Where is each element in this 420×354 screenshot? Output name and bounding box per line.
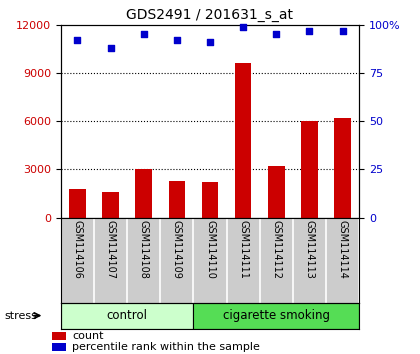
Point [273, 32, 280, 37]
Text: GSM114107: GSM114107 [105, 220, 116, 279]
Bar [301, 121, 318, 218]
Text: cigarette smoking: cigarette smoking [223, 309, 330, 322]
Text: control: control [107, 309, 148, 322]
Point [306, 28, 313, 33]
Text: GSM114111: GSM114111 [238, 220, 248, 279]
Text: GSM114112: GSM114112 [271, 220, 281, 279]
Bar [202, 182, 218, 218]
Point [207, 39, 213, 45]
Bar [168, 181, 185, 218]
Bar [69, 189, 86, 218]
Text: percentile rank within the sample: percentile rank within the sample [72, 342, 260, 352]
Point [140, 32, 147, 37]
Bar [102, 192, 119, 218]
Point [107, 45, 114, 51]
Bar [334, 118, 351, 218]
Bar [52, 343, 66, 351]
Bar [61, 303, 194, 329]
Title: GDS2491 / 201631_s_at: GDS2491 / 201631_s_at [126, 8, 294, 22]
Text: GSM114108: GSM114108 [139, 220, 149, 279]
Bar [268, 166, 285, 218]
Point [240, 24, 247, 29]
Bar [136, 169, 152, 218]
Text: GSM114109: GSM114109 [172, 220, 182, 279]
Bar [194, 303, 359, 329]
Text: GSM114106: GSM114106 [73, 220, 82, 279]
Text: GSM114114: GSM114114 [338, 220, 347, 279]
Point [74, 38, 81, 43]
Point [173, 38, 180, 43]
Text: GSM114113: GSM114113 [304, 220, 315, 279]
Text: stress: stress [4, 310, 37, 321]
Text: count: count [72, 331, 104, 341]
Bar [52, 331, 66, 339]
Bar [235, 63, 252, 218]
Text: GSM114110: GSM114110 [205, 220, 215, 279]
Point [339, 28, 346, 33]
